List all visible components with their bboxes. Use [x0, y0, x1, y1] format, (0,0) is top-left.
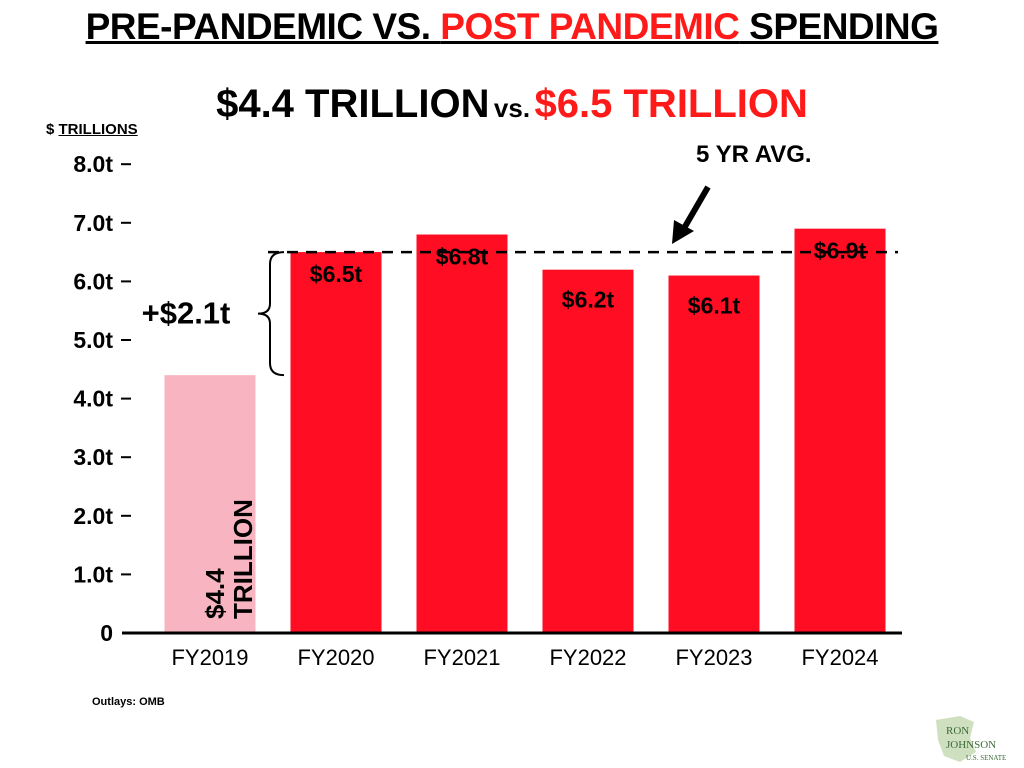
- increase-label: +$2.1t: [142, 296, 231, 331]
- data-label-fy2024: $6.9t: [814, 238, 867, 264]
- data-label-fy2020: $6.5t: [310, 261, 363, 287]
- x-tick-label: FY2022: [549, 645, 626, 670]
- unit-prefix: $: [46, 121, 59, 138]
- data-label-fy2019: $4.4TRILLION: [200, 499, 258, 619]
- data-label-fy2021: $6.8t: [436, 244, 489, 270]
- bar-fy2021: [416, 234, 508, 633]
- x-tick-label: FY2024: [801, 645, 878, 670]
- title-part-1: PRE-PANDEMIC VS.: [85, 6, 441, 47]
- subtitle-post-total: $6.5 TRILLION: [534, 82, 808, 126]
- y-tick-label: 8.0t: [73, 151, 113, 177]
- y-tick-label: 7.0t: [73, 210, 113, 236]
- x-tick-label: FY2019: [171, 645, 248, 670]
- title-part-2: POST PANDEMIC: [440, 6, 740, 47]
- bar-fy2024: [794, 228, 886, 633]
- bar-chart: $4.4TRILLION $6.5t $6.8t $6.2t $6.1t $6.9t 0 1.…: [73, 151, 902, 670]
- title-part-3: SPENDING: [739, 6, 939, 47]
- average-line-label: 5 YR AVG.: [696, 141, 812, 168]
- logo-line-2: JOHNSON: [946, 739, 996, 751]
- bar-fy2023: [668, 275, 760, 633]
- state-outline-icon: [936, 716, 976, 762]
- subtitle-vs: vs.: [493, 93, 531, 123]
- y-tick-label: 1.0t: [73, 561, 113, 587]
- y-tick-label: 4.0t: [73, 386, 113, 412]
- chart-subtitle: $4.4 TRILLION vs. $6.5 TRILLION: [0, 82, 1024, 127]
- y-tick-label: 2.0t: [73, 503, 113, 529]
- y-axis-unit-label: $ TRILLIONS: [46, 121, 138, 138]
- y-tick-label: 5.0t: [73, 327, 113, 353]
- chart-title: PRE-PANDEMIC VS. POST PANDEMIC SPENDING: [0, 6, 1024, 48]
- y-tick-label: 6.0t: [73, 268, 113, 294]
- x-tick-label: FY2021: [423, 645, 500, 670]
- increase-brace: [257, 251, 285, 377]
- logo-line-3: U.S. SENATE: [966, 754, 1006, 762]
- senator-logo: RON JOHNSON U.S. SENATE: [936, 716, 1006, 762]
- bar-fy2022: [542, 269, 634, 633]
- logo-line-1: RON: [946, 725, 969, 737]
- subtitle-pre-total: $4.4 TRILLION: [216, 82, 490, 126]
- data-label-fy2023: $6.1t: [688, 293, 741, 319]
- arrow-head-icon: [672, 220, 694, 244]
- y-tick-label: 3.0t: [73, 444, 113, 470]
- y-tick-label: 0: [100, 620, 113, 646]
- source-note: Outlays: OMB: [92, 696, 165, 708]
- unit-text: TRILLIONS: [58, 121, 138, 138]
- bar-fy2019: [164, 375, 256, 633]
- arrow-shaft: [680, 185, 711, 232]
- x-tick-label: FY2023: [675, 645, 752, 670]
- x-tick-label: FY2020: [297, 645, 374, 670]
- bar-fy2020: [290, 252, 382, 633]
- data-label-fy2022: $6.2t: [562, 287, 615, 313]
